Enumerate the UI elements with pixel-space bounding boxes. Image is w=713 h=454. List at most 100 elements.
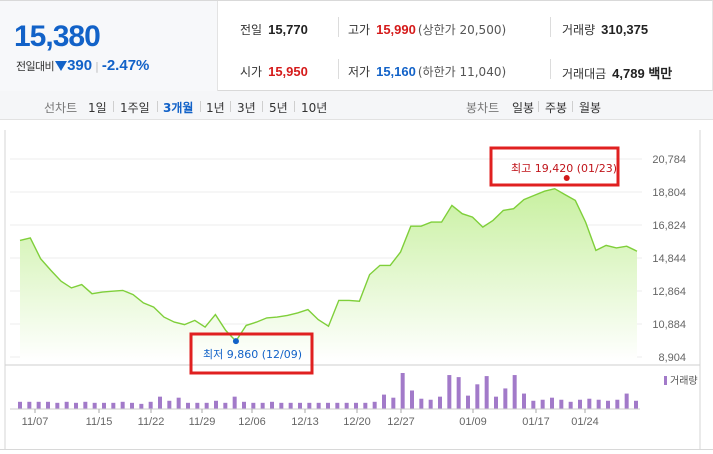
period-tab-bar: 선차트 1일 1주일 3개월 1년 3년 5년 10년 봉차트 일봉 주봉 월봉 (0, 91, 713, 120)
volume-bar (522, 393, 526, 409)
volume-bar (503, 388, 508, 409)
volume-bar (400, 373, 405, 409)
tab-weekly-candle[interactable]: 주봉 (545, 101, 568, 115)
volume-bar (335, 402, 340, 409)
stat-prev-close: 전일 15,770 (240, 22, 308, 37)
volume-bar (382, 394, 386, 409)
volume-bar (559, 399, 564, 409)
down-triangle-icon (55, 61, 68, 71)
volume-bar (494, 396, 498, 409)
volume-bar (167, 400, 172, 409)
low-marker (232, 338, 239, 345)
tab-divider (200, 101, 201, 112)
y-tick-label: 14,844 (652, 253, 686, 265)
volume-bar (92, 402, 97, 409)
volume-bar (139, 403, 144, 409)
volume-bar (326, 402, 330, 409)
x-tick-label: 11/15 (86, 416, 113, 428)
price-change-row: 전일대비 390 | -2.47% (16, 57, 149, 74)
y-tick-label: 8,904 (658, 352, 686, 364)
stat-volume: 거래량 310,375 (562, 22, 649, 37)
volume-bar (186, 402, 190, 409)
volume-bar (120, 401, 125, 409)
stat-open: 시가 15,950 (240, 64, 308, 79)
tab-10-years[interactable]: 10년 (301, 101, 328, 115)
volume-bar (195, 402, 200, 409)
volume-legend-label: 거래량 (670, 375, 698, 387)
volume-bar (242, 401, 246, 409)
tab-monthly-candle[interactable]: 월봉 (579, 101, 602, 115)
bottom-rule (0, 449, 713, 450)
change-value: 390 (67, 57, 93, 74)
volume-bar (466, 395, 470, 409)
divider (550, 17, 551, 37)
tab-3-months[interactable]: 3개월 (163, 101, 194, 115)
x-tick-label: 12/27 (387, 416, 415, 428)
volume-bar (615, 399, 620, 409)
divider (338, 17, 339, 37)
tab-divider (230, 101, 231, 112)
x-tick-label: 01/24 (571, 416, 599, 428)
volume-bar (83, 401, 88, 409)
volume-bar (568, 401, 573, 409)
x-tick-label: 12/13 (291, 416, 319, 428)
price-area (20, 188, 637, 361)
y-tick-label: 12,864 (652, 286, 686, 298)
stat-high: 고가 15,990 (상한가 20,500) (348, 22, 507, 37)
volume-bar (111, 402, 116, 409)
low-annotation-label: 최저 9,860 (12/09) (203, 348, 302, 361)
high-annotation-box (489, 146, 620, 187)
volume-bar (624, 393, 629, 409)
stat-amount: 거래대금 4,789 백만 (562, 66, 673, 81)
volume-bar (130, 402, 134, 409)
volume-bar (354, 402, 358, 409)
tab-1-day[interactable]: 1일 (88, 101, 107, 115)
tab-divider (294, 101, 295, 112)
divider (550, 59, 551, 79)
volume-bar (176, 397, 181, 409)
volume-bar (531, 400, 536, 409)
volume-bar (74, 402, 78, 409)
x-tick-label: 11/22 (138, 416, 165, 428)
volume-bar (456, 377, 461, 409)
x-tick-label: 01/09 (459, 416, 487, 428)
volume-bar (204, 402, 209, 409)
volume-bar (260, 402, 265, 409)
volume-bar (307, 402, 312, 409)
price-line (19, 187, 638, 343)
candle-chart-label: 봉차트 (466, 101, 500, 115)
volume-legend-swatch (664, 376, 667, 385)
tab-divider (113, 101, 114, 112)
volume-bar (232, 396, 237, 409)
high-marker (563, 175, 570, 181)
volume-bar (251, 402, 256, 409)
high-annotation-label: 최고 19,420 (01/23) (511, 162, 617, 175)
volume-bar (596, 399, 601, 409)
volume-bar (540, 399, 545, 409)
tab-divider (157, 101, 158, 112)
y-tick-label: 18,804 (652, 187, 686, 199)
volume-bar (587, 398, 592, 409)
volume-bar (606, 400, 610, 409)
tab-daily-candle[interactable]: 일봉 (512, 101, 535, 115)
volume-bar (46, 401, 50, 409)
tab-5-years[interactable]: 5년 (269, 101, 288, 115)
volume-bar (223, 402, 228, 409)
volume-bar (484, 376, 489, 409)
volume-bar (419, 398, 424, 409)
tab-1-week[interactable]: 1주일 (120, 101, 150, 115)
x-tick-label: 11/29 (189, 416, 216, 428)
separator: | (95, 60, 99, 73)
quote-header: 15,380 전일대비 390 | -2.47% 전일 15,770 고가 15,990(… (0, 0, 713, 91)
volume-bar (279, 402, 284, 409)
y-tick-label: 16,824 (652, 220, 686, 232)
volume-bar (158, 396, 162, 409)
volume-bar (214, 400, 218, 409)
volume-bar (475, 384, 480, 409)
tab-1-year[interactable]: 1년 (206, 101, 225, 115)
tab-3-years[interactable]: 3년 (237, 101, 256, 115)
volume-bar (55, 402, 60, 409)
y-tick-label: 10,884 (652, 319, 686, 331)
volume-bar (18, 401, 22, 409)
x-tick-label: 12/20 (343, 416, 371, 428)
